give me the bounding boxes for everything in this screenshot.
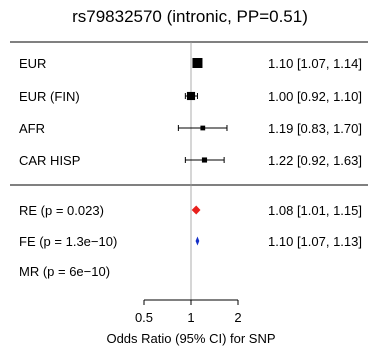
chart-title: rs79832570 (intronic, PP=0.51) xyxy=(72,7,308,26)
x-axis: 0.5 1 2 xyxy=(135,300,242,325)
summary-diamond xyxy=(191,205,201,215)
x-axis-label: Odds Ratio (95% CI) for SNP xyxy=(106,331,275,346)
summary-label: RE (p = 0.023) xyxy=(19,203,104,218)
study-label: AFR xyxy=(19,121,45,136)
point-estimate-square xyxy=(186,91,196,101)
study-label: EUR xyxy=(19,56,46,71)
point-estimate-square xyxy=(192,58,203,68)
chart-marks: EUR 1.10 [1.07, 1.14] EUR (FIN) 1.00 [0.92,… xyxy=(19,56,362,279)
point-estimate-square xyxy=(200,125,206,131)
study-estimate-text: 1.10 [1.07, 1.14] xyxy=(268,56,362,71)
summary-diamond xyxy=(195,236,200,246)
study-estimate-text: 1.22 [0.92, 1.63] xyxy=(268,153,362,168)
summary-label: MR (p = 6e−10) xyxy=(19,264,110,279)
x-tick-label: 2 xyxy=(234,310,241,325)
summary-estimate-text: 1.10 [1.07, 1.13] xyxy=(268,234,362,249)
study-label: EUR (FIN) xyxy=(19,89,80,104)
point-estimate-square xyxy=(201,157,208,163)
x-tick-label: 0.5 xyxy=(135,310,153,325)
study-estimate-text: 1.00 [0.92, 1.10] xyxy=(268,89,362,104)
x-tick-label: 1 xyxy=(187,310,194,325)
study-estimate-text: 1.19 [0.83, 1.70] xyxy=(268,121,362,136)
study-label: CAR HISP xyxy=(19,153,80,168)
summary-label: FE (p = 1.3e−10) xyxy=(19,234,117,249)
summary-estimate-text: 1.08 [1.01, 1.15] xyxy=(268,203,362,218)
